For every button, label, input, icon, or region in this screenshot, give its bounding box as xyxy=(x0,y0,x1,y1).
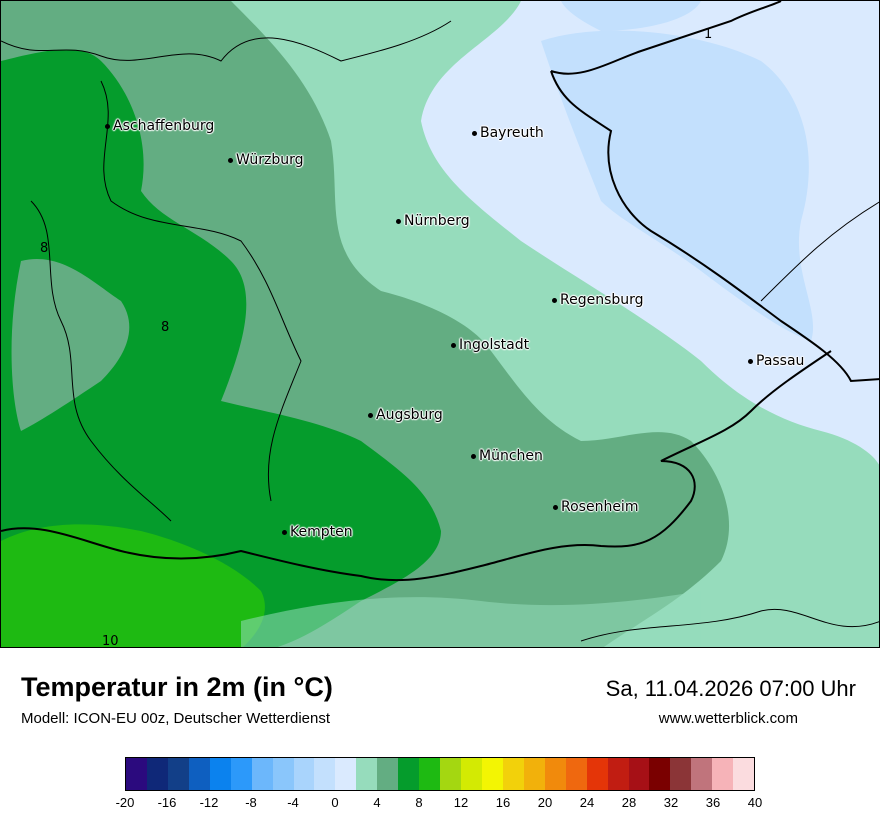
city-dot-icon xyxy=(451,342,456,348)
legend-swatch xyxy=(712,758,734,790)
field-minus4-0 xyxy=(541,30,814,341)
legend-tick-label: 32 xyxy=(663,795,679,810)
legend-swatch xyxy=(146,758,168,790)
forecast-datetime: Sa, 11.04.2026 07:00 Uhr xyxy=(605,676,856,701)
legend-swatch xyxy=(440,758,461,790)
legend-tick-label: -12 xyxy=(199,795,219,810)
legend-swatch xyxy=(628,758,650,790)
city-dot-icon xyxy=(396,218,401,224)
legend-swatch xyxy=(188,758,210,790)
legend-swatch xyxy=(565,758,587,790)
contour-label: 1 xyxy=(704,27,713,42)
legend-tick-label: -8 xyxy=(245,795,257,810)
city-dot-icon xyxy=(105,123,110,129)
legend-tick-label: -4 xyxy=(287,795,299,810)
legend-tick-label: 40 xyxy=(747,795,763,810)
legend-swatch xyxy=(544,758,566,790)
legend-tick-label: -20 xyxy=(115,795,135,810)
legend-swatch xyxy=(335,758,357,790)
city-dot-icon xyxy=(228,157,233,163)
legend-tick-label: 4 xyxy=(373,795,381,810)
field-8-10 xyxy=(1,49,441,647)
legend-swatch xyxy=(733,758,755,790)
city-dot-icon xyxy=(368,412,373,418)
legend-swatch xyxy=(126,758,147,790)
legend-tick-label: 8 xyxy=(415,795,423,810)
district-borders xyxy=(1,20,879,642)
legend-tick-label: 24 xyxy=(579,795,595,810)
contour-label: 8 xyxy=(40,241,49,256)
city-label: Rosenheim xyxy=(553,499,638,515)
map-canvas xyxy=(1,1,879,647)
city-dot-icon xyxy=(552,297,557,303)
legend-swatch xyxy=(167,758,189,790)
legend-swatch xyxy=(293,758,315,790)
legend-swatch xyxy=(607,758,629,790)
temperature-map: Aschaffenburg Würzburg Bayreuth Nürnberg… xyxy=(0,0,880,648)
legend-swatch xyxy=(586,758,608,790)
city-dot-icon xyxy=(748,358,753,364)
legend-tick-label: 28 xyxy=(621,795,637,810)
legend-tick-label: 12 xyxy=(453,795,469,810)
legend-tick-label: 36 xyxy=(705,795,721,810)
legend-swatch xyxy=(691,758,713,790)
color-legend xyxy=(125,757,755,791)
city-label: Bayreuth xyxy=(472,125,544,141)
site-url: www.wetterblick.com xyxy=(658,710,798,727)
legend-tick-label: -16 xyxy=(157,795,177,810)
city-label: Regensburg xyxy=(552,292,644,308)
legend-swatch xyxy=(356,758,378,790)
city-label: Kempten xyxy=(282,524,353,540)
city-dot-icon xyxy=(282,529,287,535)
city-label: Würzburg xyxy=(228,152,303,168)
field-10-12 xyxy=(1,524,265,647)
legend-ticks: -20 -16 -12 -8 -4 0 4 8 12 16 20 24 28 32 36 40 xyxy=(116,795,763,815)
legend-swatch xyxy=(209,758,231,790)
legend-swatch xyxy=(481,758,503,790)
city-label: Ingolstadt xyxy=(451,337,529,353)
map-title: Temperatur in 2m (in °C) xyxy=(21,672,333,702)
legend-swatch xyxy=(649,758,671,790)
legend-swatch xyxy=(523,758,545,790)
contour-label: 8 xyxy=(161,320,170,335)
legend-swatch xyxy=(461,758,482,790)
legend-swatch xyxy=(230,758,252,790)
city-label: Nürnberg xyxy=(396,213,470,229)
city-dot-icon xyxy=(471,453,476,459)
city-label: Augsburg xyxy=(368,407,443,423)
legend-swatch xyxy=(670,758,692,790)
model-info: Modell: ICON-EU 00z, Deutscher Wetterdie… xyxy=(21,710,331,727)
legend-tick-label: 20 xyxy=(537,795,553,810)
country-borders xyxy=(1,1,879,582)
city-label: Passau xyxy=(748,353,804,369)
legend-swatch xyxy=(251,758,273,790)
legend-tick-label: 16 xyxy=(495,795,511,810)
legend-swatch xyxy=(502,758,524,790)
city-label: Aschaffenburg xyxy=(105,118,214,134)
city-dot-icon xyxy=(553,504,558,510)
legend-swatch xyxy=(314,758,336,790)
legend-tick-label: 0 xyxy=(331,795,339,810)
contour-label: 10 xyxy=(102,634,119,648)
legend-swatch xyxy=(398,758,420,790)
city-dot-icon xyxy=(472,130,477,136)
legend-swatch xyxy=(377,758,399,790)
legend-swatch xyxy=(272,758,294,790)
legend-swatch xyxy=(419,758,441,790)
city-label: München xyxy=(471,448,543,464)
